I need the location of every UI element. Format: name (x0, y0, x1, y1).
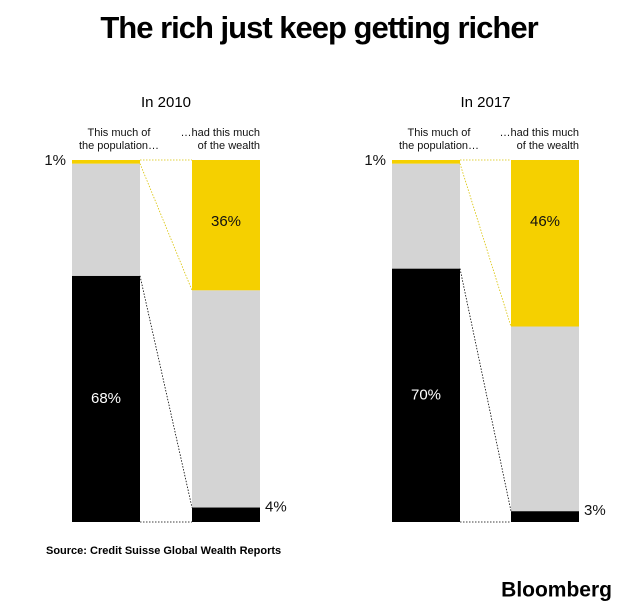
value-label: 1% (44, 152, 66, 169)
bar-segment (72, 275, 140, 522)
value-label: 68% (91, 390, 121, 407)
category-label: This much of the population… (398, 127, 480, 152)
category-label: This much of the population… (78, 127, 160, 152)
connector (139, 275, 193, 508)
value-label: 3% (584, 502, 606, 519)
connector (139, 163, 193, 291)
panel-title: In 2010 (141, 94, 191, 111)
bar-segment (192, 290, 260, 508)
bar-segment (192, 507, 260, 522)
bar-segment (72, 163, 140, 276)
bar-segment (511, 511, 579, 522)
panel-title: In 2017 (460, 94, 510, 111)
category-label: …had this much of the wealth (180, 127, 260, 152)
value-label: 1% (364, 152, 386, 169)
connector (459, 268, 512, 512)
page-title: The rich just keep getting richer (100, 10, 538, 45)
category-label: …had this much of the wealth (499, 127, 579, 152)
value-label: 46% (530, 213, 560, 230)
source: Source: Credit Suisse Global Wealth Repo… (46, 545, 281, 557)
brand: Bloomberg (501, 579, 612, 602)
bar-segment (72, 160, 140, 164)
bar-segment (511, 326, 579, 512)
bar-segment (192, 160, 260, 291)
bar-segment (511, 160, 579, 327)
value-label: 4% (265, 498, 287, 515)
bar-segment (392, 268, 460, 522)
value-label: 70% (411, 386, 441, 403)
bar-segment (392, 163, 460, 269)
value-label: 36% (211, 213, 241, 230)
bar-segment (392, 160, 460, 164)
connector (459, 163, 512, 327)
